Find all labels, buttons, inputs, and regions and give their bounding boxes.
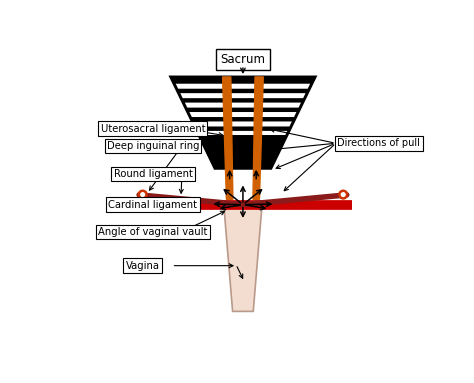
Polygon shape bbox=[253, 77, 263, 199]
Polygon shape bbox=[223, 77, 233, 199]
Text: Round ligament: Round ligament bbox=[114, 169, 192, 179]
Text: Deep inguinal ring: Deep inguinal ring bbox=[107, 141, 199, 151]
Polygon shape bbox=[194, 121, 292, 126]
Polygon shape bbox=[199, 131, 287, 135]
Text: Vagina: Vagina bbox=[126, 261, 160, 271]
Polygon shape bbox=[224, 205, 262, 311]
Text: Uterosacral ligament: Uterosacral ligament bbox=[100, 124, 205, 134]
Text: Directions of pull: Directions of pull bbox=[337, 138, 420, 148]
Text: Cardinal ligament: Cardinal ligament bbox=[109, 200, 198, 210]
Polygon shape bbox=[190, 112, 296, 117]
Polygon shape bbox=[176, 84, 310, 89]
Circle shape bbox=[139, 191, 146, 198]
Text: Sacrum: Sacrum bbox=[220, 53, 265, 66]
Polygon shape bbox=[171, 77, 315, 169]
Text: Angle of vaginal vault: Angle of vaginal vault bbox=[98, 227, 208, 237]
Circle shape bbox=[339, 191, 347, 198]
Polygon shape bbox=[180, 93, 306, 98]
Polygon shape bbox=[185, 103, 301, 108]
